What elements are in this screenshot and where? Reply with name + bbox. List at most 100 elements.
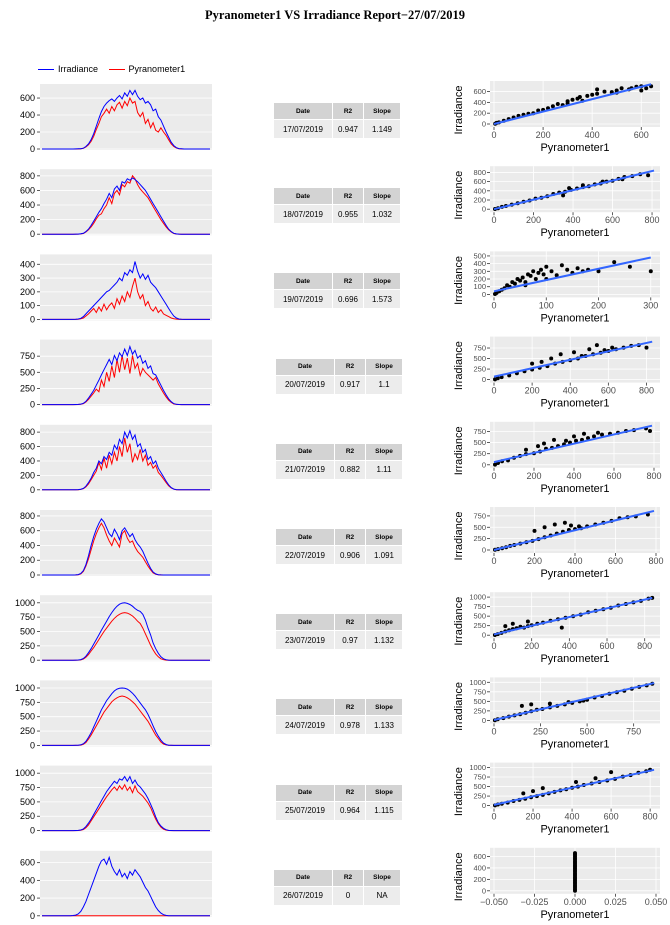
stats-table: Date R2 Slope 18/07/2019 0.955 1.032 bbox=[273, 187, 401, 225]
regression-line bbox=[493, 596, 653, 636]
scatter-point bbox=[612, 260, 617, 265]
timeseries-ytick-label: 600 bbox=[20, 93, 35, 103]
scatter-xlabel: Pyranometer1 bbox=[540, 142, 609, 154]
timeseries-background bbox=[40, 169, 212, 236]
r2-cell: R2 bbox=[334, 357, 366, 376]
date-cell: Date bbox=[275, 357, 335, 376]
scatter-ytick-label: 500 bbox=[473, 523, 486, 532]
scatter-point bbox=[596, 269, 601, 274]
scatter-point bbox=[542, 441, 546, 446]
date-cell: Date bbox=[275, 698, 335, 717]
scatter-ytick-label: 0 bbox=[482, 631, 486, 640]
scatter-xtick-label: 0 bbox=[491, 386, 496, 396]
irradiance-series-line bbox=[42, 89, 210, 150]
scatter-panel: 0 200 400 600 0 200 400 600 Pyranometer1 Irradian… bbox=[453, 81, 660, 154]
date-cell: Date bbox=[275, 528, 335, 546]
timeseries-ytick-label: 1000 bbox=[15, 768, 35, 778]
irradiance-series-line bbox=[42, 687, 210, 746]
timeseries-ytick-label: 800 bbox=[20, 511, 35, 521]
scatter-point bbox=[518, 278, 523, 283]
scatter-ylabel: Irradiance bbox=[453, 767, 465, 816]
timeseries-ytick-label: 600 bbox=[20, 442, 35, 452]
r2-cell: 0.964 bbox=[334, 800, 366, 821]
table-row: 23/07/2019 0.97 1.132 bbox=[275, 630, 403, 651]
r2-cell: R2 bbox=[332, 102, 364, 120]
scatter-point bbox=[574, 780, 578, 784]
scatter-xlabel: Pyranometer1 bbox=[540, 227, 609, 239]
slope-cell: 1.133 bbox=[365, 715, 403, 736]
scatter-ytick-label: 0 bbox=[482, 205, 486, 214]
scatter-point bbox=[570, 97, 575, 102]
scatter-ytick-label: 250 bbox=[473, 449, 486, 458]
scatter-xtick-label: 200 bbox=[527, 556, 542, 566]
legend-item-pyranometer: Pyranometer1 bbox=[108, 64, 185, 74]
scatter-xlabel: Pyranometer1 bbox=[540, 312, 609, 324]
scatter-point bbox=[594, 343, 599, 348]
row-10: 0 200 400 600 0 200 400 600 −0.050 −0.025 0.000 0.0… bbox=[20, 847, 667, 921]
stats-table: Date R2 Slope 25/07/2019 0.964 1.115 bbox=[275, 783, 403, 821]
scatter-xlabel: Pyranometer1 bbox=[540, 738, 609, 750]
scatter-point bbox=[495, 376, 500, 381]
date-cell: 17/07/2019 bbox=[273, 119, 333, 139]
scatter-ytick-label: 200 bbox=[473, 875, 486, 884]
regression-line bbox=[493, 682, 655, 721]
scatter-point bbox=[542, 525, 547, 530]
scatter-point bbox=[544, 264, 549, 269]
date-cell: 18/07/2019 bbox=[273, 204, 333, 225]
slope-cell: Slope bbox=[365, 613, 403, 632]
scatter-point bbox=[572, 350, 576, 355]
scatter-xtick-label: 800 bbox=[643, 812, 658, 822]
stats-table: Date R2 Slope 19/07/2019 0.696 1.573 bbox=[273, 272, 401, 310]
scatter-ylabel: Irradiance bbox=[453, 512, 465, 561]
scatter-xtick-label: 800 bbox=[646, 471, 661, 481]
scatter-point bbox=[559, 625, 564, 630]
scatter-point bbox=[644, 345, 649, 350]
scatter-xtick-label: 800 bbox=[648, 556, 663, 566]
scatter-ylabel: Irradiance bbox=[453, 597, 465, 646]
regression-line bbox=[493, 256, 651, 293]
timeseries-ytick-label: 1000 bbox=[15, 598, 35, 608]
timeseries-ytick-label: 0 bbox=[30, 229, 35, 239]
date-cell: 21/07/2019 bbox=[275, 459, 335, 480]
scatter-xtick-label: 200 bbox=[524, 641, 539, 651]
scatter-point bbox=[539, 359, 544, 364]
scatter-xtick-label: 200 bbox=[525, 386, 540, 396]
stats-table: Date R2 Slope 23/07/2019 0.97 1.132 bbox=[275, 613, 403, 651]
slope-cell: 1.091 bbox=[365, 545, 403, 565]
scatter-point bbox=[532, 528, 537, 533]
timeseries-ytick-label: 200 bbox=[20, 127, 35, 137]
regression-line bbox=[493, 169, 655, 211]
scatter-background bbox=[490, 762, 660, 809]
r2-cell: R2 bbox=[332, 187, 364, 206]
date-cell: Date bbox=[273, 187, 333, 206]
slope-cell: Slope bbox=[363, 272, 401, 291]
table-header-row: Date R2 Slope bbox=[273, 868, 401, 887]
timeseries-background bbox=[40, 850, 212, 917]
scatter-ytick-label: 0 bbox=[482, 546, 486, 555]
scatter-xtick-label: 300 bbox=[643, 300, 658, 310]
scatter-point bbox=[540, 786, 545, 791]
scatter-point bbox=[648, 429, 652, 433]
scatter-xtick-label: 0 bbox=[491, 556, 496, 566]
scatter-point bbox=[558, 352, 563, 357]
timeseries-ytick-label: 0 bbox=[30, 826, 35, 836]
scatter-xlabel: Pyranometer1 bbox=[540, 483, 609, 495]
scatter-point bbox=[596, 430, 600, 435]
slope-cell: 1.1 bbox=[365, 374, 403, 395]
scatter-point bbox=[565, 267, 570, 272]
timeseries-ytick-label: 750 bbox=[20, 697, 35, 707]
stats-table: Date R2 Slope 20/07/2019 0.917 1.1 bbox=[275, 357, 403, 395]
timeseries-background bbox=[40, 595, 212, 662]
slope-cell: Slope bbox=[365, 783, 403, 802]
r2-cell: R2 bbox=[334, 783, 366, 802]
table-header-row: Date R2 Slope bbox=[275, 613, 403, 632]
timeseries-panel: 0 250 500 750 1000 bbox=[15, 595, 212, 665]
scatter-point bbox=[512, 281, 517, 286]
r2-cell: 0.917 bbox=[334, 374, 366, 395]
scatter-point bbox=[639, 88, 644, 93]
